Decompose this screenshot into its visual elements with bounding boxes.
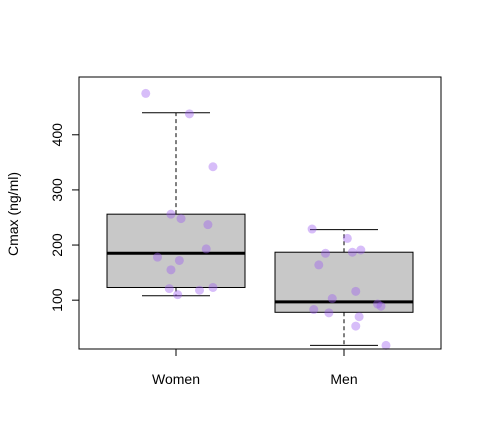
data-point <box>173 290 183 300</box>
data-point <box>354 312 364 322</box>
data-point <box>208 282 218 292</box>
data-point <box>356 245 366 255</box>
data-point <box>176 214 186 224</box>
plot-area <box>106 112 414 346</box>
data-point <box>314 260 324 270</box>
data-point <box>351 321 361 331</box>
data-point <box>184 109 194 119</box>
data-point <box>201 244 211 254</box>
data-point <box>381 340 391 350</box>
data-point <box>208 162 218 172</box>
data-point <box>307 224 317 234</box>
box-men <box>274 229 414 346</box>
data-point <box>203 220 213 230</box>
data-point <box>166 265 176 275</box>
data-points <box>141 88 391 350</box>
data-point <box>351 286 361 296</box>
x-tick-label-men: Men <box>330 371 357 387</box>
data-point <box>373 299 383 309</box>
data-point <box>174 255 184 265</box>
y-tick-label: 400 <box>49 123 65 147</box>
y-tick-label: 300 <box>49 178 65 202</box>
data-point <box>153 252 163 262</box>
box-iqr <box>106 213 246 288</box>
data-point <box>309 305 319 315</box>
data-point <box>327 294 337 304</box>
y-tick-label: 100 <box>49 288 65 312</box>
box-women <box>106 112 246 297</box>
axes: 100 200 300 400 Women Men <box>49 76 442 387</box>
y-tick-label: 200 <box>49 233 65 257</box>
data-point <box>321 248 331 258</box>
y-axis-label: Cmax (ng/ml) <box>5 172 21 256</box>
data-point <box>141 88 151 98</box>
data-point <box>342 233 352 243</box>
data-point <box>347 247 357 257</box>
data-point <box>195 285 205 295</box>
data-point <box>166 209 176 219</box>
data-point <box>376 301 386 311</box>
x-tick-label-women: Women <box>152 371 200 387</box>
data-point <box>164 284 174 294</box>
data-point <box>324 308 334 318</box>
